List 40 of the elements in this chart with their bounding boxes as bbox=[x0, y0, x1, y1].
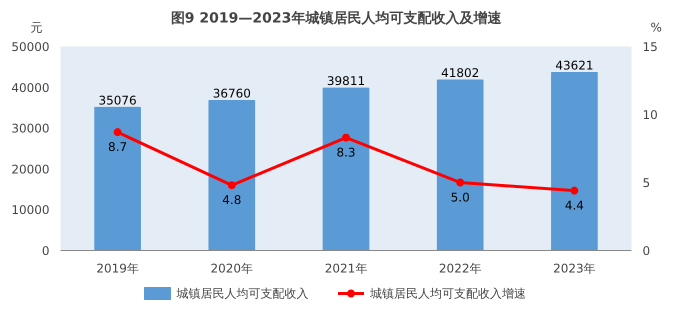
data-label: 5.0 bbox=[450, 190, 470, 204]
y2-axis-title: % bbox=[650, 20, 662, 34]
point bbox=[456, 178, 464, 186]
data-label: 4.4 bbox=[564, 198, 584, 213]
chart-title: 图9 2019—2023年城镇居民人均可支配收入及增速 bbox=[170, 10, 502, 26]
y-tick-label: 20000 bbox=[11, 162, 50, 176]
bar bbox=[322, 88, 370, 250]
data-label: 39811 bbox=[326, 74, 366, 88]
bar bbox=[208, 100, 256, 250]
point bbox=[342, 134, 350, 142]
point bbox=[570, 186, 578, 195]
bar bbox=[436, 79, 484, 250]
data-label: 4.8 bbox=[222, 193, 242, 208]
point bbox=[228, 181, 236, 190]
x-tick-label: 2023年 bbox=[553, 262, 596, 276]
data-label: 8.7 bbox=[108, 140, 128, 154]
bar bbox=[94, 106, 141, 250]
y-tick-label: 0 bbox=[42, 244, 50, 258]
y-tick-label: 40000 bbox=[11, 80, 50, 95]
legend-label: 城镇居民人均可支配收入 bbox=[176, 286, 308, 300]
data-label: 41802 bbox=[441, 66, 480, 80]
y2-tick-label: 0 bbox=[642, 244, 650, 258]
x-tick-label: 2022年 bbox=[438, 262, 482, 276]
y2-tick-label: 5 bbox=[642, 176, 650, 190]
bar bbox=[551, 72, 598, 250]
data-label: 36760 bbox=[212, 86, 251, 101]
y-tick-label: 50000 bbox=[11, 40, 50, 54]
y-tick-label: 10000 bbox=[11, 203, 50, 218]
x-tick-label: 2021年 bbox=[324, 262, 368, 276]
data-label: 43621 bbox=[555, 58, 594, 73]
y2-tick-label: 10 bbox=[642, 108, 658, 122]
legend-label: 城镇居民人均可支配收入增速 bbox=[369, 286, 526, 300]
point bbox=[114, 128, 122, 136]
y2-tick-label: 15 bbox=[642, 40, 658, 54]
data-label: 8.3 bbox=[336, 146, 356, 160]
x-tick-label: 2020年 bbox=[210, 262, 254, 276]
y-tick-label: 30000 bbox=[11, 122, 50, 136]
data-label: 35076 bbox=[98, 93, 137, 108]
y-axis-title: 元 bbox=[30, 20, 42, 34]
x-tick-label: 2019年 bbox=[96, 262, 139, 276]
